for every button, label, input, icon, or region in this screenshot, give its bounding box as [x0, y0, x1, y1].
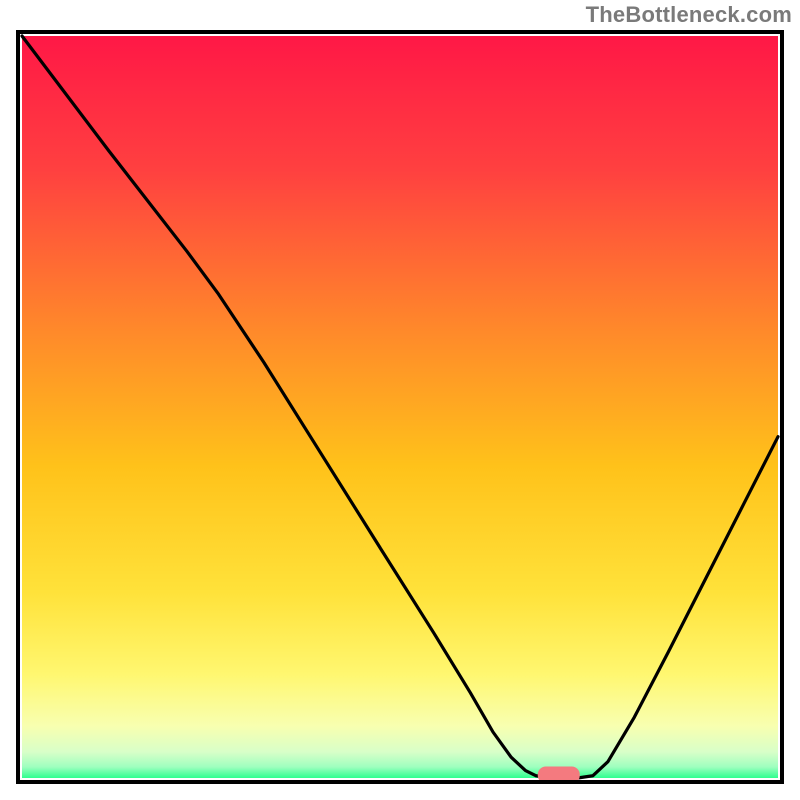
watermark-text: TheBottleneck.com [586, 2, 792, 28]
chart-background [22, 36, 778, 778]
chart-svg [0, 0, 800, 800]
